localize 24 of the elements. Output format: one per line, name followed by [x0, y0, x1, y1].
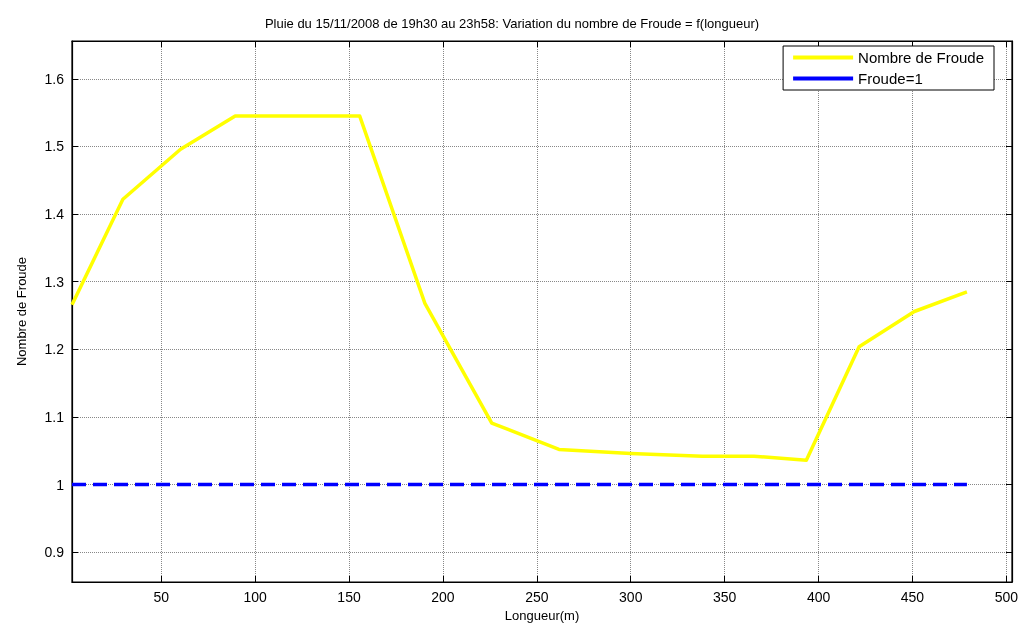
x-tick-label: 350 — [712, 589, 737, 605]
legend-label: Froude=1 — [858, 70, 923, 87]
y-tick-label: 1.1 — [44, 408, 65, 425]
x-tick-label: 150 — [337, 589, 361, 605]
x-tick-label: 400 — [806, 589, 831, 605]
y-tick-label: 1.6 — [44, 70, 65, 87]
y-tick-label: 0.9 — [44, 544, 65, 561]
x-tick-label: 50 — [153, 589, 170, 605]
chart-title: Pluie du 15/11/2008 de 19h30 au 23h58: Variation du nombre de Froude = f(longueur) — [264, 16, 760, 31]
x-tick-label: 500 — [994, 589, 1019, 605]
y-tick-label: 1.5 — [44, 138, 65, 155]
y-tick-label: 1 — [56, 476, 65, 493]
x-tick-label: 250 — [525, 589, 549, 605]
legend-label: Nombre de Froude — [858, 49, 985, 66]
y-tick-label: 1.3 — [44, 273, 65, 290]
x-tick-label: 100 — [243, 589, 268, 605]
y-tick-label: 1.2 — [44, 341, 65, 358]
line-series — [70, 114, 969, 463]
x-tick-label: 300 — [619, 589, 643, 605]
x-axis-title: Longueur(m) — [504, 607, 580, 623]
x-tick-label: 200 — [431, 589, 455, 605]
y-tick-label: 1.4 — [44, 206, 65, 223]
x-tick-label: 450 — [900, 589, 925, 605]
y-axis-title: Nombre de Froude — [14, 256, 29, 367]
